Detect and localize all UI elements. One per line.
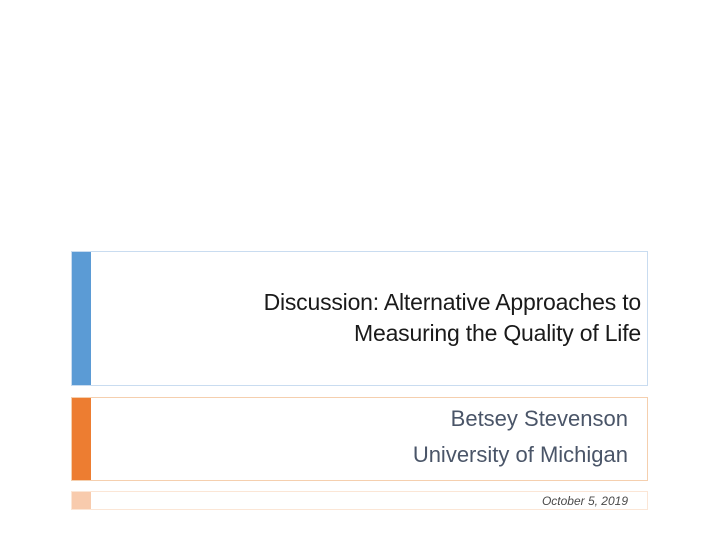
- author-name: Betsey Stevenson: [450, 406, 628, 431]
- slide-subtitle: Betsey Stevenson University of Michigan: [128, 401, 628, 473]
- presentation-date: October 5, 2019: [541, 494, 628, 508]
- title-placeholder[interactable]: Discussion: Alternative Approaches to Me…: [71, 251, 648, 386]
- date-placeholder[interactable]: October 5, 2019: [71, 491, 648, 510]
- slide-title-line-2: Measuring the Quality of Life: [354, 320, 641, 346]
- subtitle-placeholder[interactable]: Betsey Stevenson University of Michigan: [71, 397, 648, 481]
- slide-title: Discussion: Alternative Approaches to Me…: [101, 287, 642, 349]
- author-affiliation: University of Michigan: [412, 442, 628, 467]
- title-accent-bar: [72, 252, 91, 385]
- subtitle-accent-bar: [72, 398, 91, 480]
- slide-title-line-1: Discussion: Alternative Approaches to: [263, 289, 642, 315]
- date-accent-bar: [72, 492, 91, 509]
